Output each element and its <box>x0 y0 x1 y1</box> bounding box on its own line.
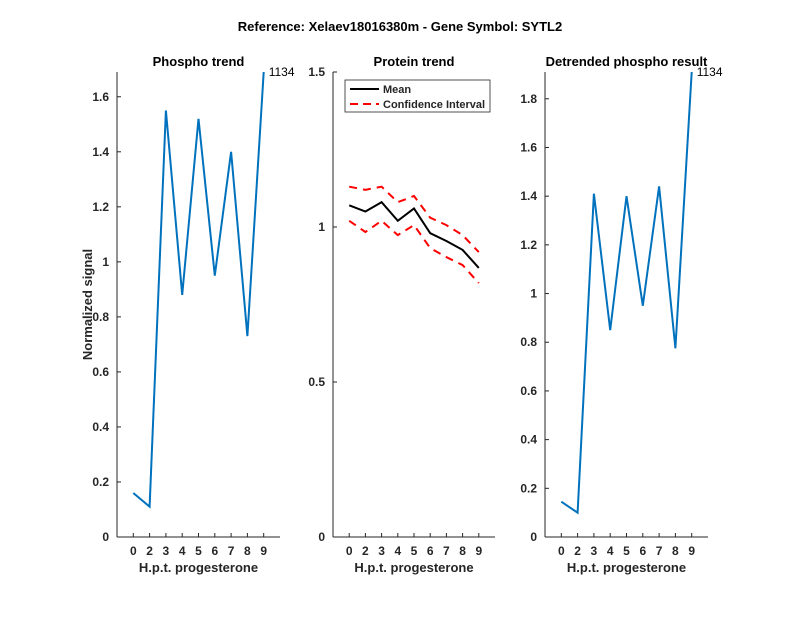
y-tick-label: 0 <box>530 530 537 544</box>
y-tick-label: 0.2 <box>92 475 109 489</box>
x-tick-label: 4 <box>607 544 614 558</box>
series-line-0 <box>132 71 265 509</box>
y-tick-label: 1.4 <box>520 189 537 203</box>
x-tick-label: 5 <box>195 544 202 558</box>
y-tick-label: 1 <box>530 287 537 301</box>
x-tick-label: 2 <box>362 544 369 558</box>
legend: Mean Confidence Interval <box>344 79 491 113</box>
y-tick-label: 0.6 <box>520 384 537 398</box>
x-tick-label: 4 <box>179 544 186 558</box>
subplot-title: Phospho trend <box>153 54 245 69</box>
series-line-2 <box>348 219 480 284</box>
y-tick-label: 0 <box>318 530 325 544</box>
y-tick-label: 1.8 <box>520 92 537 106</box>
x-tick-label: 6 <box>427 544 434 558</box>
legend-label: Mean <box>383 84 411 96</box>
x-tick-label: 5 <box>411 544 418 558</box>
y-tick-label: 1.5 <box>308 65 325 79</box>
subplot-title: Protein trend <box>374 54 455 69</box>
y-tick-label: 0.8 <box>92 310 109 324</box>
x-tick-label: 5 <box>623 544 630 558</box>
subplot-1: 00.20.40.60.811.21.41.60 2 3 4 5 6 7 8 9Phospho … <box>80 54 295 575</box>
legend-box <box>344 79 491 113</box>
x-tick-label: 8 <box>672 544 679 558</box>
y-tick-label: 1.2 <box>92 200 109 214</box>
x-tick-label: 8 <box>244 544 251 558</box>
legend-label: Confidence Interval <box>383 99 485 111</box>
subplot-3: 00.20.40.60.811.21.41.61.80 2 3 4 5 6 7 8 9Detre… <box>520 54 723 575</box>
y-tick-label: 0.5 <box>308 375 325 389</box>
y-tick-label: 0.4 <box>92 420 109 434</box>
x-axis-label: H.p.t. progesterone <box>354 560 473 575</box>
y-tick-label: 0.2 <box>520 481 537 495</box>
x-tick-label: 9 <box>688 544 695 558</box>
x-tick-label: 3 <box>591 544 598 558</box>
y-tick-label: 1.6 <box>520 140 537 154</box>
y-tick-label: 1 <box>102 255 109 269</box>
x-axis-label: H.p.t. progesterone <box>139 560 258 575</box>
x-tick-label: 9 <box>475 544 482 558</box>
y-tick-label: 0.4 <box>520 433 537 447</box>
y-tick-label: 1 <box>318 220 325 234</box>
y-tick-label: 1.2 <box>520 238 537 252</box>
x-tick-label: 2 <box>574 544 581 558</box>
figure-title: Reference: Xelaev18016380m - Gene Symbol… <box>238 19 562 34</box>
x-tick-label: 0 <box>346 544 353 558</box>
x-axis-label: H.p.t. progesterone <box>567 560 686 575</box>
y-tick-label: 0.8 <box>520 335 537 349</box>
x-tick-label: 6 <box>639 544 646 558</box>
x-tick-label: 9 <box>260 544 267 558</box>
x-tick-label: 7 <box>443 544 450 558</box>
y-axis-label: Normalized signal <box>80 249 95 360</box>
x-tick-label: 7 <box>228 544 235 558</box>
x-tick-label: 0 <box>130 544 137 558</box>
x-tick-label: 3 <box>378 544 385 558</box>
point-annotation: 1134 <box>269 65 295 79</box>
y-tick-label: 0 <box>102 530 109 544</box>
x-tick-label: 3 <box>163 544 170 558</box>
x-tick-label: 0 <box>558 544 565 558</box>
x-tick-label: 8 <box>459 544 466 558</box>
y-tick-label: 1.6 <box>92 90 109 104</box>
subplot-title: Detrended phospho result <box>546 54 708 69</box>
x-tick-label: 4 <box>394 544 401 558</box>
x-tick-label: 2 <box>146 544 153 558</box>
series-line-1 <box>349 185 480 253</box>
x-tick-label: 7 <box>656 544 663 558</box>
point-annotation: 1134 <box>697 65 723 79</box>
y-tick-label: 1.4 <box>92 145 109 159</box>
x-tick-label: 6 <box>211 544 218 558</box>
series-line-0 <box>348 200 480 269</box>
y-tick-label: 0.6 <box>92 365 109 379</box>
series-line-0 <box>560 71 693 515</box>
